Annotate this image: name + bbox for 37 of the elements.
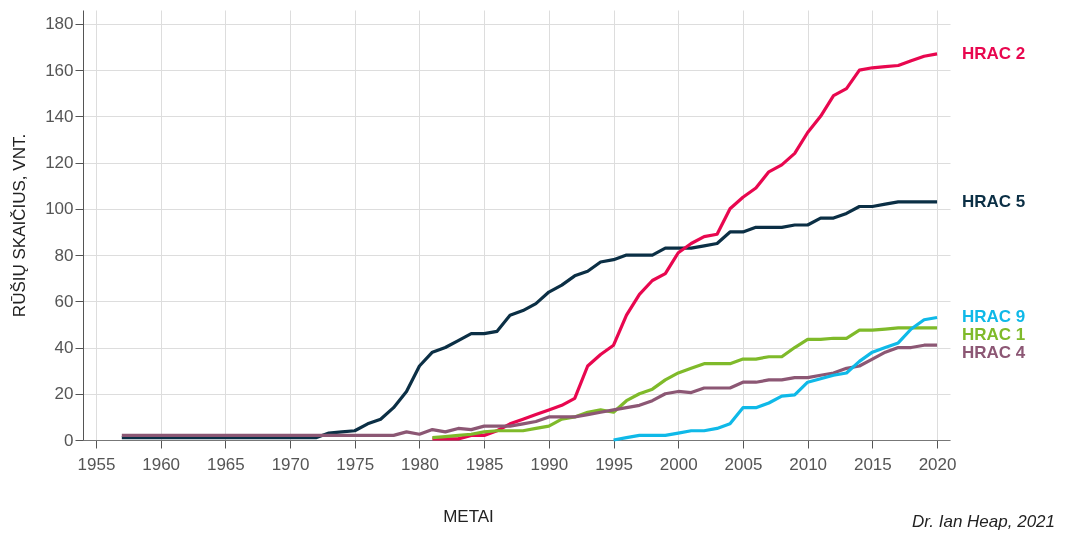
x-tick-label: 1990: [530, 454, 569, 474]
x-tick-label: 1960: [142, 454, 181, 474]
x-tick-label: 1995: [595, 454, 633, 474]
y-tick-label: 0: [64, 430, 74, 450]
x-tick-label: 1985: [465, 454, 504, 474]
y-tick-label: 40: [54, 338, 74, 358]
text: Dr. Ian Heap, 2021: [911, 512, 1055, 532]
y-axis-title: RŪŠIŲ SKAIČIUS, VNT.: [10, 133, 30, 318]
line-series: [611, 315, 939, 442]
x-tick-label: 2000: [659, 454, 698, 474]
y-tick-label: 100: [45, 199, 74, 219]
x-tick-label: 2005: [724, 454, 763, 474]
line-series: [120, 343, 939, 437]
series-label: HRAC 2: [962, 43, 1026, 63]
x-tick-label: 1980: [401, 454, 439, 474]
y-tick-label: 160: [45, 60, 74, 80]
line-series: [430, 52, 939, 441]
line-series: [120, 200, 939, 440]
line-series: [430, 326, 939, 440]
x-tick-label: 1955: [77, 454, 116, 474]
series-label: HRAC 5: [962, 191, 1026, 211]
series-label: HRAC 9: [962, 307, 1026, 327]
x-tick-label: 1975: [336, 454, 375, 474]
x-tick-label: 1970: [271, 454, 310, 474]
x-tick-label: 1965: [206, 454, 245, 474]
y-tick-label: 140: [45, 106, 74, 126]
x-axis-title: METAI: [443, 506, 494, 526]
y-tick-label: 60: [54, 291, 74, 311]
series-label: HRAC 4: [962, 343, 1026, 363]
y-tick-label: 120: [45, 153, 74, 173]
y-tick-label: 180: [45, 14, 74, 34]
y-tick-label: 80: [54, 245, 74, 265]
x-tick-label: 2015: [853, 454, 892, 474]
x-tick-label: 2010: [789, 454, 828, 474]
y-tick-label: 20: [54, 384, 74, 404]
x-tick-label: 2020: [918, 454, 957, 474]
series-label: HRAC 1: [962, 325, 1026, 345]
